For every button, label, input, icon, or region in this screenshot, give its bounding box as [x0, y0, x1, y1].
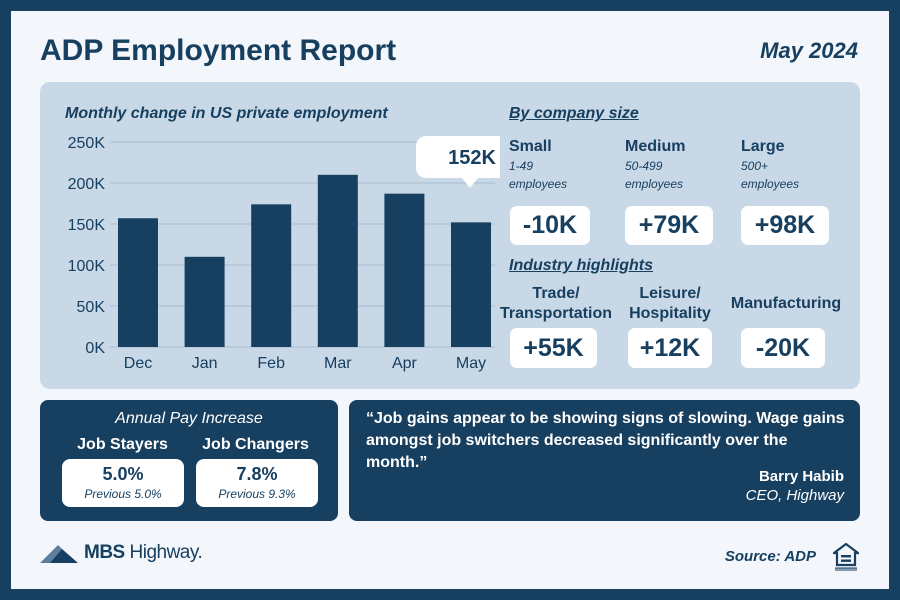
quote-box — [349, 400, 860, 521]
bar-mar — [317, 174, 358, 347]
job-stayers-card: 5.0% Previous 5.0% — [62, 459, 184, 507]
y-tick-label: 100K — [68, 258, 106, 275]
equal-housing-opportunity-icon — [833, 543, 859, 571]
size-name-large: Large — [741, 138, 785, 155]
source-label: Source: ADP — [724, 548, 816, 565]
y-tick-label: 0K — [85, 340, 105, 357]
y-tick-label: 50K — [77, 299, 106, 316]
company-size-heading: By company size — [509, 105, 639, 122]
industry-value-trade: +55K — [510, 328, 597, 368]
size-value-small: -10K — [510, 206, 590, 245]
mbs-highway-logo: MBS Highway. — [40, 541, 203, 565]
industry-value-manufacturing: -20K — [741, 328, 825, 368]
industry-line1-leisure: Leisure/ — [639, 285, 701, 302]
industry-line1-manufacturing: Manufacturing — [730, 295, 842, 312]
size-name-medium: Medium — [625, 138, 686, 155]
chart-panel — [40, 82, 860, 389]
report-date: May 2024 — [760, 38, 858, 63]
industry-name-leisure: Leisure/ Hospitality — [622, 284, 718, 324]
logo-text: MBS Highway. — [84, 542, 203, 564]
callout-label: 152K — [448, 147, 496, 169]
bar-feb — [251, 204, 292, 347]
industry-line2-leisure: Hospitality — [629, 305, 711, 322]
size-value-large: +98K — [741, 206, 829, 245]
job-stayers-previous: Previous 5.0% — [84, 487, 162, 501]
job-changers-label: Job Changers — [202, 436, 309, 453]
x-tick-label: Dec — [124, 355, 152, 372]
job-stayers-value: 5.0% — [102, 464, 144, 484]
size-unit-large: employees — [741, 177, 800, 191]
size-unit-small: employees — [509, 177, 568, 191]
x-tick-label: Mar — [324, 355, 352, 372]
bar-dec — [118, 218, 158, 347]
logo-bold: MBS — [84, 542, 125, 563]
quote-author: Barry Habib CEO, Highway — [746, 468, 844, 504]
bar-jan — [184, 256, 225, 347]
bar-apr — [384, 193, 425, 347]
x-tick-label: Jan — [192, 355, 218, 372]
size-sub-large: 500+ employees — [741, 157, 831, 193]
pay-title: Annual Pay Increase — [115, 410, 263, 427]
industry-line1-trade: Trade/ — [532, 285, 580, 302]
author-role: CEO, Highway — [745, 487, 844, 504]
industry-name-manufacturing: Manufacturing — [726, 294, 846, 314]
size-sub-small: 1-49 employees — [509, 157, 599, 193]
industry-value-leisure: +12K — [628, 328, 712, 368]
job-changers-value: 7.8% — [236, 464, 278, 484]
size-sub-medium: 50-499 employees — [625, 157, 715, 193]
x-tick-label: Feb — [257, 355, 285, 372]
size-unit-medium: employees — [625, 177, 684, 191]
size-value-medium: +79K — [625, 206, 713, 245]
size-name-small: Small — [509, 138, 552, 155]
chart-title: Monthly change in US private employment — [65, 105, 388, 122]
y-tick-label: 150K — [68, 217, 106, 234]
job-changers-card: 7.8% Previous 9.3% — [196, 459, 318, 507]
quote-text: “Job gains appear to be showing signs of… — [366, 410, 845, 471]
x-tick-label: May — [456, 355, 486, 372]
bar-may — [451, 222, 491, 347]
x-tick-label: Apr — [392, 355, 418, 372]
employment-bar-chart: 0K 50K 100K 150K 200K 250K Dec Jan Feb Mar Apr May 1… — [68, 135, 500, 372]
logo-rest: Highway. — [124, 542, 203, 563]
size-range-large: 500+ — [741, 159, 769, 173]
y-tick-label: 200K — [68, 176, 106, 193]
y-tick-label: 250K — [68, 135, 106, 152]
industry-name-trade: Trade/ Transportation — [495, 284, 617, 324]
author-name: Barry Habib — [758, 468, 844, 485]
size-range-medium: 50-499 — [625, 159, 663, 173]
industry-heading: Industry highlights — [509, 257, 653, 274]
mountain-logo-icon — [40, 545, 78, 563]
industry-line2-trade: Transportation — [499, 305, 612, 322]
job-stayers-label: Job Stayers — [77, 436, 168, 453]
callout-bubble — [416, 136, 500, 188]
job-changers-previous: Previous 9.3% — [218, 487, 296, 501]
page-title: ADP Employment Report — [40, 34, 397, 67]
size-range-small: 1-49 — [509, 159, 534, 173]
